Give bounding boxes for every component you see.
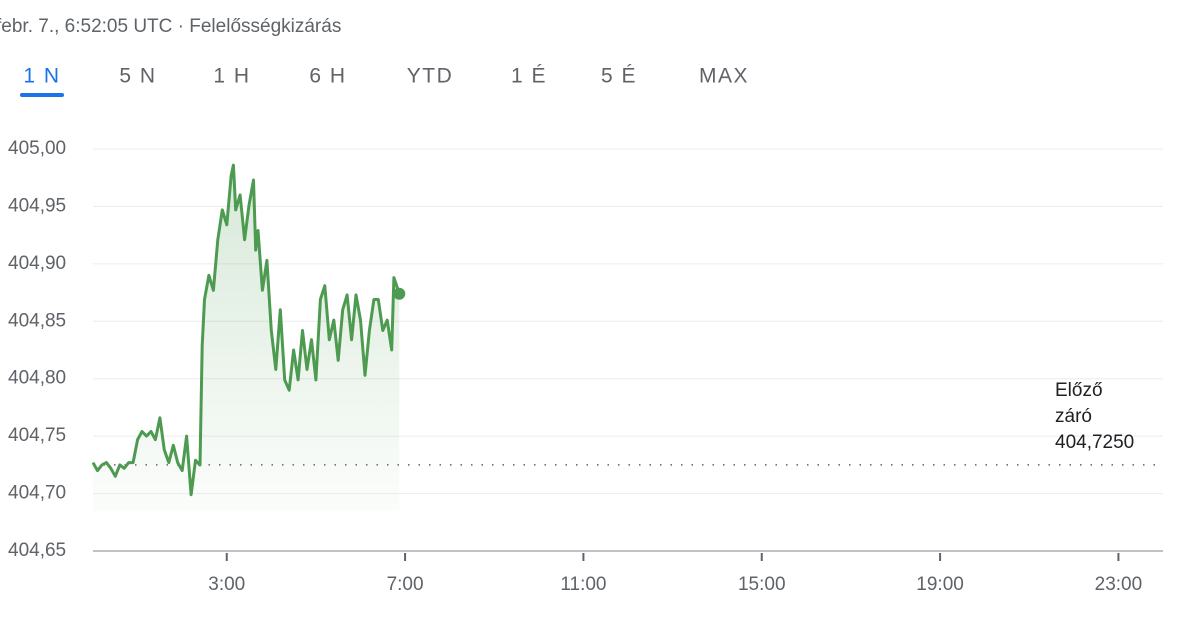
range-tab[interactable]: 6 H bbox=[309, 65, 346, 88]
range-tab[interactable]: 5 É bbox=[601, 65, 637, 88]
range-tab[interactable]: YTD bbox=[407, 65, 454, 88]
y-tick-label: 404,95 bbox=[8, 195, 66, 216]
range-tab[interactable]: 1 H bbox=[213, 65, 250, 88]
range-tab[interactable]: MAX bbox=[699, 65, 749, 88]
active-tab-indicator bbox=[20, 93, 64, 97]
x-tick-label: 7:00 bbox=[387, 574, 424, 595]
range-tab[interactable]: 1 É bbox=[511, 65, 547, 88]
x-tick-label: 11:00 bbox=[560, 574, 606, 595]
previous-close-value: 404,7250 bbox=[1055, 432, 1134, 453]
y-tick-label: 404,75 bbox=[8, 425, 66, 446]
y-tick-label: 404,85 bbox=[8, 310, 66, 331]
x-tick-label: 19:00 bbox=[916, 574, 964, 595]
y-tick-label: 405,00 bbox=[8, 138, 66, 159]
y-tick-label: 404,80 bbox=[8, 368, 66, 389]
x-tick-label: 3:00 bbox=[208, 574, 245, 595]
range-tab[interactable]: 5 N bbox=[119, 65, 156, 88]
y-tick-label: 404,65 bbox=[8, 540, 66, 561]
plot: Előző záró 404,7250 bbox=[91, 163, 1163, 511]
range-tab[interactable]: 1 N bbox=[23, 65, 60, 88]
x-tick-label: 15:00 bbox=[738, 574, 786, 595]
y-tick-label: 404,90 bbox=[8, 253, 66, 274]
previous-close-title: Előző bbox=[1055, 380, 1103, 401]
timestamp: febr. 7., 6:52:05 UTC · Felelősségkizárá… bbox=[0, 16, 341, 37]
price-line bbox=[91, 163, 401, 497]
y-tick-label: 404,70 bbox=[8, 483, 66, 504]
axes: 404,65 404,70 404,75 404,80 404,85 404,90 404,… bbox=[8, 138, 1163, 595]
price-area bbox=[93, 165, 400, 511]
x-tick-label: 23:00 bbox=[1095, 574, 1143, 595]
range-tabs: 1 N 5 N 1 H 6 H YTD 1 É 5 É MAX bbox=[20, 65, 749, 97]
last-price-dot bbox=[393, 287, 406, 300]
previous-close-title: záró bbox=[1055, 406, 1092, 427]
